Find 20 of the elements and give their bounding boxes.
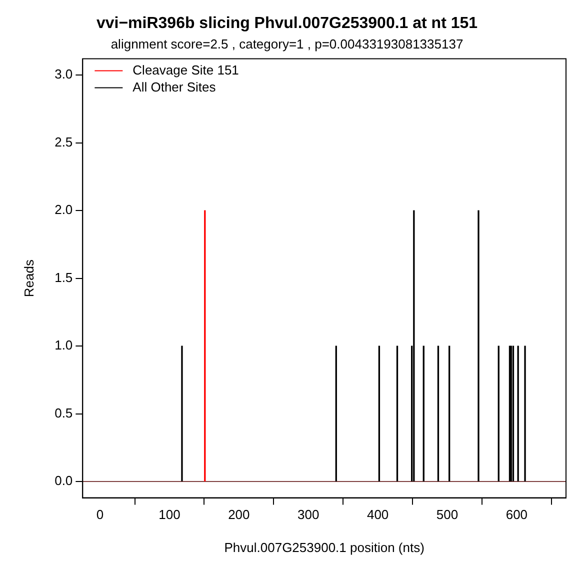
legend-label: Cleavage Site 151 (132, 62, 239, 78)
y-tick-label: 2.0 (54, 202, 73, 218)
x-tick-label: 600 (506, 507, 528, 522)
legend-label: All Other Sites (132, 79, 216, 94)
y-tick-label: 0.0 (54, 473, 73, 488)
x-axis-title: Phvul.007G253900.1 position (nts) (224, 540, 424, 555)
x-tick-label: 100 (158, 507, 180, 522)
x-tick-label: 400 (366, 507, 389, 522)
y-tick-label: 3.0 (54, 66, 73, 82)
x-tick-label: 200 (228, 507, 250, 522)
y-tick-label: 1.5 (54, 270, 73, 285)
chart-title: vvi−miR396b slicing Phvul.007G253900.1 at nt 151 (96, 15, 478, 32)
y-tick-label: 1.0 (54, 338, 73, 353)
x-tick-label: 500 (436, 507, 458, 522)
y-tick-label: 2.5 (54, 134, 73, 150)
x-tick-label: 300 (298, 507, 320, 522)
chart-subtitle: alignment score=2.5 , category=1 , p=0.00433193081335137 (110, 36, 464, 52)
x-tick-label: 0 (96, 507, 104, 522)
y-axis-title: Reads (21, 259, 36, 298)
y-tick-label: 0.5 (54, 405, 73, 420)
